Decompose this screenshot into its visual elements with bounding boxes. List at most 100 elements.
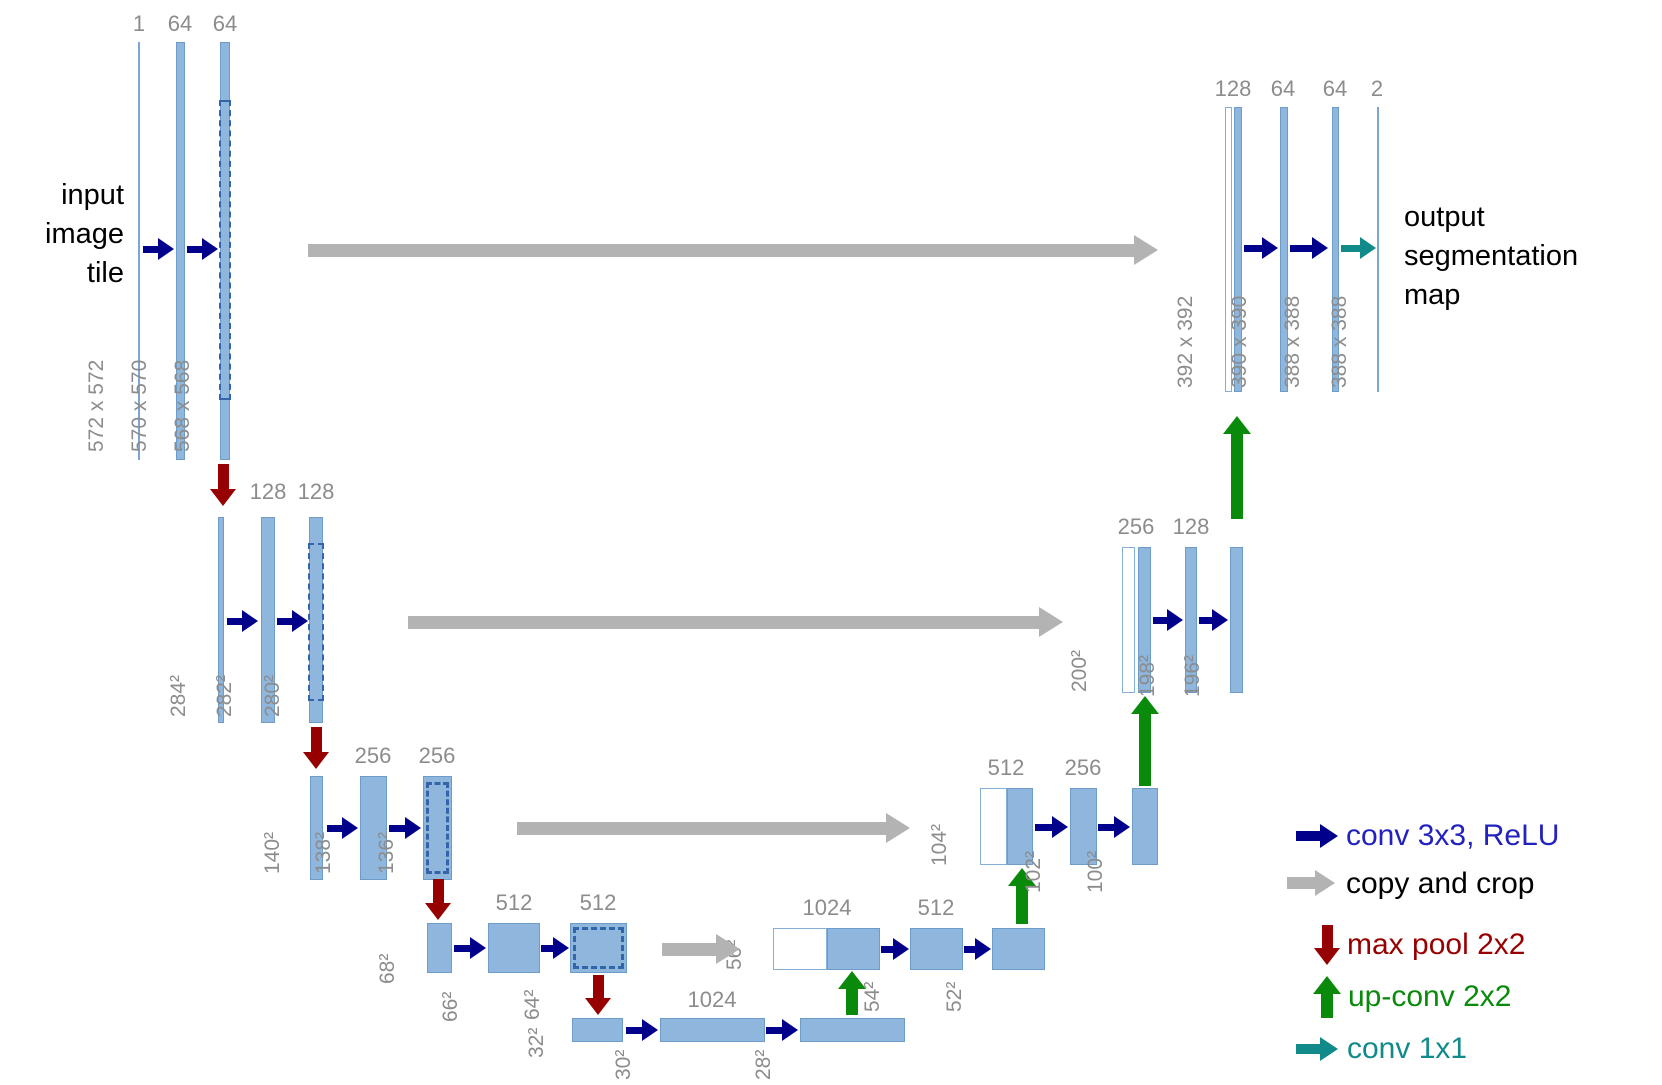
channel-count-label: 1 xyxy=(132,11,146,36)
feature-map-box xyxy=(488,923,540,973)
feature-map-box xyxy=(910,928,963,970)
conv3x3-arrow xyxy=(277,610,308,632)
feature-size-label: 102² xyxy=(1022,850,1045,893)
feature-map-box xyxy=(261,517,275,723)
caption-line: image xyxy=(45,218,124,250)
copied-feature-box xyxy=(1122,547,1135,693)
maxpool-arrow xyxy=(425,879,451,920)
channel-count-label: 64 xyxy=(167,11,193,36)
feature-size-label: 66² xyxy=(439,991,462,1022)
feature-map-box xyxy=(1138,547,1151,693)
feature-size-label: 284² xyxy=(167,674,190,717)
feature-map-box xyxy=(572,1018,623,1042)
conv3x3-arrow xyxy=(227,610,258,632)
channel-count-label: 512 xyxy=(987,755,1025,780)
legend-label-upconv: up-conv 2x2 xyxy=(1348,980,1512,1013)
feature-map-box xyxy=(1230,547,1243,693)
channel-count-label: 1024 xyxy=(802,895,852,920)
feature-map-box xyxy=(827,928,880,970)
upconv-arrow-icon xyxy=(1313,976,1341,1018)
copy-crop-arrow xyxy=(308,235,1158,265)
copy-crop-arrow xyxy=(408,607,1063,637)
channel-count-label: 64 xyxy=(212,11,238,36)
channel-count-label: 512 xyxy=(579,890,617,915)
feature-size-label: 64² xyxy=(521,989,544,1020)
conv3x3-arrow xyxy=(187,238,218,260)
caption-line: input xyxy=(61,179,124,211)
conv3x3-arrow xyxy=(626,1019,658,1041)
feature-map-box xyxy=(1234,107,1242,392)
feature-map-box xyxy=(218,517,224,723)
conv3x3-arrow xyxy=(881,938,909,960)
channel-count-label: 128 xyxy=(1214,76,1252,101)
feature-size-label: 54² xyxy=(861,981,884,1012)
copy-crop-arrow xyxy=(517,813,910,843)
channel-count-label: 64 xyxy=(1270,76,1296,101)
copied-feature-box xyxy=(773,928,827,970)
feature-map-box xyxy=(1280,107,1288,392)
feature-map-box xyxy=(310,776,323,880)
feature-size-label: 68² xyxy=(376,953,399,984)
conv3x3-arrow xyxy=(1035,816,1068,838)
feature-size-label: 390 x 390 xyxy=(1228,295,1251,388)
feature-size-label: 28² xyxy=(752,1049,775,1080)
conv3x3-arrow xyxy=(1199,609,1228,631)
copy-crop-arrow-icon xyxy=(1287,870,1335,896)
maxpool-arrow-icon xyxy=(1314,925,1340,965)
conv3x3-arrow xyxy=(454,937,486,959)
feature-map-box xyxy=(1007,788,1033,865)
channel-count-label: 512 xyxy=(495,890,533,915)
channel-count-label: 128 xyxy=(1172,514,1210,539)
conv3x3-arrow xyxy=(1244,237,1278,259)
conv3x3-arrow xyxy=(389,817,421,839)
feature-map-box xyxy=(1070,788,1097,865)
feature-size-label: 282² xyxy=(213,674,236,717)
feature-size-label: 200² xyxy=(1068,649,1091,692)
conv3x3-arrow xyxy=(1098,816,1130,838)
upconv-arrow xyxy=(1131,696,1159,786)
conv3x3-arrow xyxy=(766,1019,798,1041)
legend-label-conv1x1: conv 1x1 xyxy=(1347,1032,1468,1065)
feature-size-label: 140² xyxy=(261,831,284,874)
feature-size-label: 388 x 388 xyxy=(1281,295,1304,388)
copy-crop-arrow xyxy=(662,934,740,964)
feature-map-box xyxy=(800,1018,905,1042)
caption-line: map xyxy=(1404,279,1461,311)
feature-map-box xyxy=(1132,788,1158,865)
feature-size-label: 570 x 570 xyxy=(128,359,151,452)
conv3x3-arrow xyxy=(964,938,991,960)
caption-line: tile xyxy=(86,257,124,289)
output-caption: output segmentation map xyxy=(1404,198,1578,315)
conv3x3-arrow xyxy=(1153,609,1183,631)
feature-size-label: 104² xyxy=(928,823,951,866)
conv3x3-arrow-icon xyxy=(1296,824,1338,848)
copied-feature-box xyxy=(980,788,1007,865)
feature-map-box xyxy=(570,923,627,973)
output-line xyxy=(1377,107,1379,392)
channel-count-label: 128 xyxy=(297,479,335,504)
feature-map-box xyxy=(427,923,452,973)
channel-count-label: 2 xyxy=(1370,76,1384,101)
maxpool-arrow xyxy=(303,727,329,769)
feature-map-box xyxy=(1332,107,1339,392)
legend-label-maxpool: max pool 2x2 xyxy=(1347,928,1526,961)
feature-size-label: 32² xyxy=(525,1027,548,1058)
feature-size-label: 196² xyxy=(1181,654,1204,697)
input-caption: input image tile xyxy=(18,176,124,293)
conv3x3-arrow xyxy=(327,817,358,839)
feature-size-label: 280² xyxy=(261,674,284,717)
feature-map-box xyxy=(660,1018,765,1042)
upconv-arrow xyxy=(1223,416,1251,519)
feature-size-label: 392 x 392 xyxy=(1174,295,1197,388)
input-line xyxy=(138,42,140,460)
feature-size-label: 198² xyxy=(1136,654,1159,697)
conv1x1-arrow xyxy=(1341,237,1376,259)
feature-map-box xyxy=(176,42,185,460)
channel-count-label: 256 xyxy=(1064,755,1102,780)
copied-feature-box xyxy=(1225,107,1232,392)
channel-count-label: 256 xyxy=(1117,514,1155,539)
feature-size-label: 388 x 388 xyxy=(1328,295,1351,388)
caption-line: output xyxy=(1404,201,1485,233)
feature-size-label: 100² xyxy=(1084,850,1107,893)
